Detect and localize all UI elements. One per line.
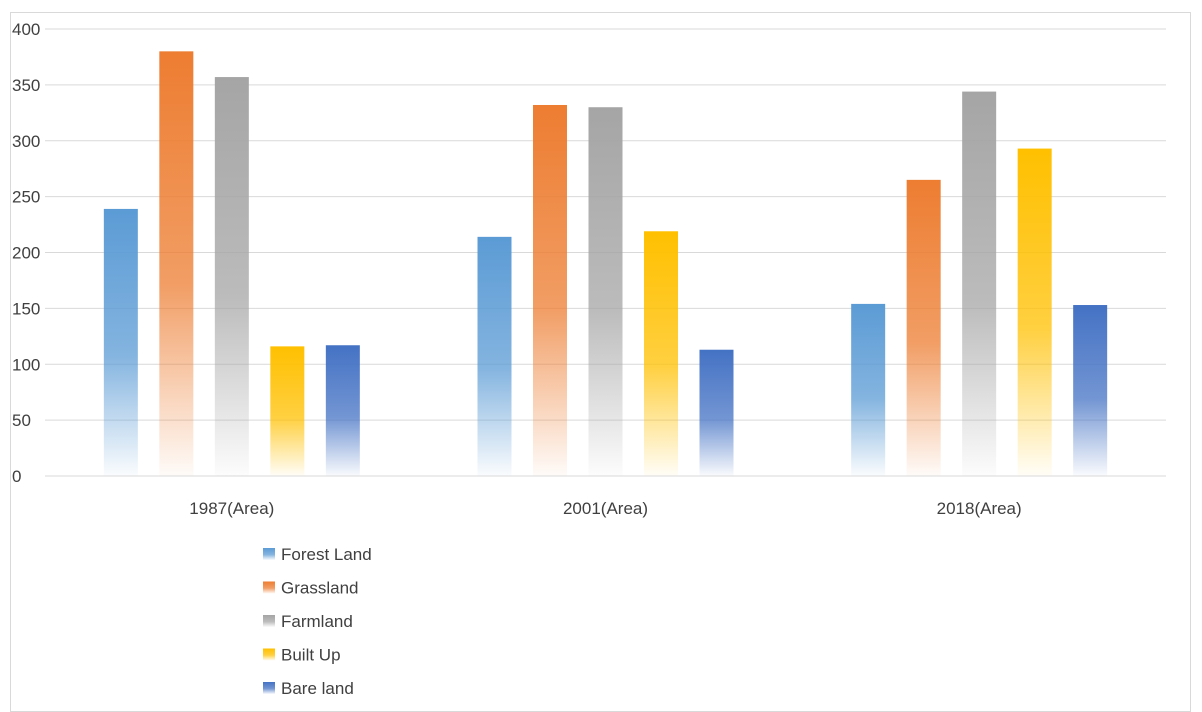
y-tick-label: 200 (12, 244, 40, 263)
bar-bare-land (325, 345, 360, 476)
bar-built-up (270, 346, 305, 476)
y-tick-label: 400 (12, 20, 40, 39)
x-category-label: 2018(Area) (937, 499, 1022, 518)
bar-grassland (159, 51, 194, 476)
y-tick-label: 250 (12, 188, 40, 207)
legend: Forest Land Grassland Farmland Built Up Bare… (263, 545, 372, 695)
y-tick-label: 50 (12, 411, 31, 430)
bar-built-up (644, 231, 678, 476)
x-axis-categories: 1987(Area) 2001(Area) 2018(Area) (189, 499, 1021, 518)
y-tick-label: 300 (12, 132, 40, 151)
y-tick-label: 350 (12, 76, 40, 95)
legend-swatch (263, 581, 275, 594)
legend-swatch (263, 682, 275, 694)
bar-forest-land (851, 303, 886, 476)
legend-label: Grassland (281, 579, 358, 598)
bar-grassland (533, 104, 567, 477)
bar-forest-land (103, 208, 138, 477)
bar-built-up (1017, 148, 1052, 476)
legend-label: Forest Land (281, 545, 372, 564)
legend-swatch (263, 548, 275, 560)
bar-chart: 0 50 100 150 200 250 300 350 400 1987(Area) 2001(… (12, 20, 1166, 695)
legend-label: Built Up (281, 646, 341, 665)
bar-grassland (906, 179, 941, 477)
x-category-label: 1987(Area) (189, 499, 274, 518)
x-category-label: 2001(Area) (563, 499, 648, 518)
bar-farmland (962, 91, 997, 476)
bar-bare-land (699, 349, 734, 476)
y-axis-ticks: 0 50 100 150 200 250 300 350 400 (12, 20, 40, 486)
y-tick-label: 0 (12, 467, 21, 486)
bar-farmland (588, 107, 623, 476)
y-tick-label: 100 (12, 355, 40, 374)
legend-label: Bare land (281, 679, 354, 695)
legend-label: Farmland (281, 612, 353, 631)
bar-forest-land (477, 236, 512, 476)
bar-bare-land (1073, 305, 1108, 476)
legend-swatch (263, 648, 275, 661)
y-tick-label: 150 (12, 299, 40, 318)
legend-swatch (263, 615, 275, 627)
bar-farmland (214, 77, 249, 477)
bars (103, 51, 1108, 477)
